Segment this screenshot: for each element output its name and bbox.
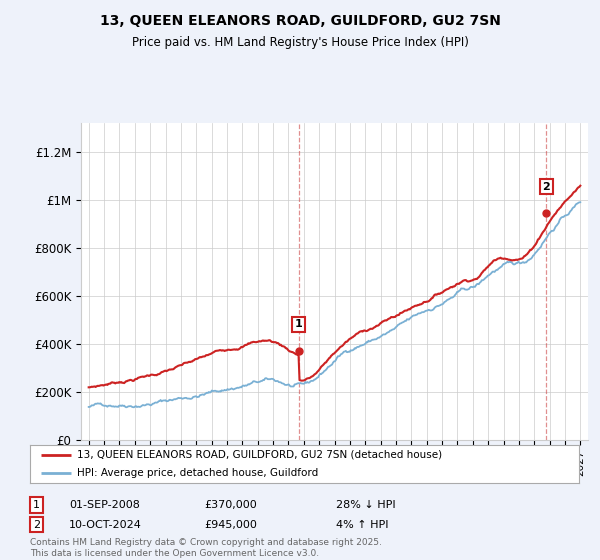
- Text: 13, QUEEN ELEANORS ROAD, GUILDFORD, GU2 7SN: 13, QUEEN ELEANORS ROAD, GUILDFORD, GU2 …: [100, 14, 500, 28]
- Text: 1: 1: [295, 319, 302, 329]
- Text: Contains HM Land Registry data © Crown copyright and database right 2025.
This d: Contains HM Land Registry data © Crown c…: [30, 538, 382, 558]
- Text: 13, QUEEN ELEANORS ROAD, GUILDFORD, GU2 7SN (detached house): 13, QUEEN ELEANORS ROAD, GUILDFORD, GU2 …: [77, 450, 442, 460]
- Text: 28% ↓ HPI: 28% ↓ HPI: [336, 500, 395, 510]
- Text: 01-SEP-2008: 01-SEP-2008: [69, 500, 140, 510]
- Text: 2: 2: [542, 181, 550, 192]
- Text: 4% ↑ HPI: 4% ↑ HPI: [336, 520, 389, 530]
- Text: £370,000: £370,000: [204, 500, 257, 510]
- Text: 10-OCT-2024: 10-OCT-2024: [69, 520, 142, 530]
- Text: £945,000: £945,000: [204, 520, 257, 530]
- Text: 2: 2: [33, 520, 40, 530]
- Text: Price paid vs. HM Land Registry's House Price Index (HPI): Price paid vs. HM Land Registry's House …: [131, 36, 469, 49]
- Text: 1: 1: [33, 500, 40, 510]
- Text: HPI: Average price, detached house, Guildford: HPI: Average price, detached house, Guil…: [77, 468, 318, 478]
